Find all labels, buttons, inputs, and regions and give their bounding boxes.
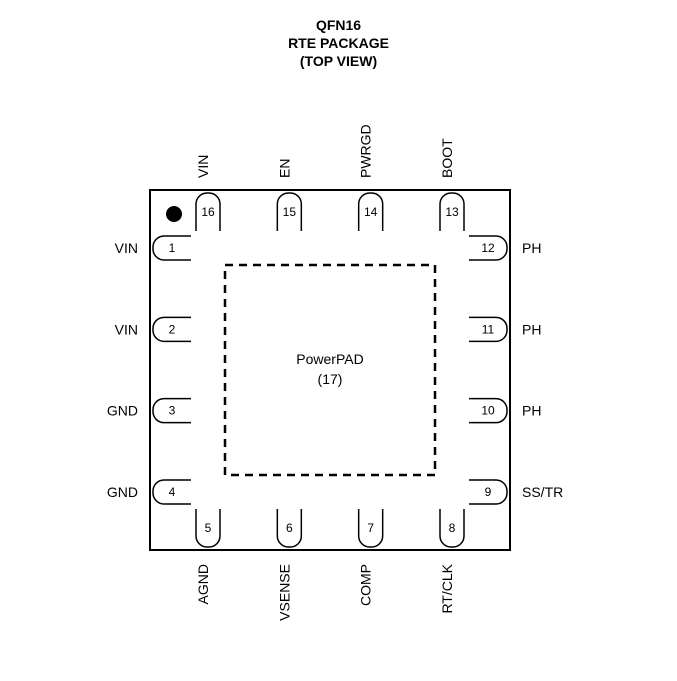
pin-1-label: VIN [115,240,138,256]
pin-8-label: RT/CLK [439,563,455,613]
title-line-2: RTE PACKAGE [288,35,389,51]
pin-11-num: 11 [482,322,495,336]
pin-9-label: SS/TR [522,484,563,500]
pin-3-label: GND [107,403,138,419]
pin-10-label: PH [522,403,541,419]
pin-16-num: 16 [201,205,215,219]
pin-2-label: VIN [115,321,138,337]
pin-14-label: PWRGD [358,124,374,178]
pin-7-label: COMP [358,564,374,606]
pin-3-num: 3 [169,404,176,418]
pin-4-label: GND [107,484,138,500]
pin-7-num: 7 [367,521,374,535]
pin-12-label: PH [522,240,541,256]
pin-13-label: BOOT [439,138,455,178]
powerpad-num: (17) [318,371,343,387]
pin-1-num: 1 [169,241,176,255]
pin-6-num: 6 [286,521,293,535]
pin-11-label: PH [522,321,541,337]
title-line-3: (TOP VIEW) [300,53,377,69]
pin-6-label: VSENSE [276,564,292,621]
pin-9-num: 9 [485,485,492,499]
pin-15-label: EN [276,159,292,178]
pin-15-num: 15 [283,205,297,219]
powerpad-outline [225,265,435,475]
pin-16-label: VIN [195,155,211,178]
pin-14-num: 14 [364,205,378,219]
pin-4-num: 4 [169,485,176,499]
package-outline [150,190,510,550]
pin-5-label: AGND [195,564,211,604]
pin-2-num: 2 [169,322,176,336]
pin-10-num: 10 [481,404,495,418]
pin1-marker [166,206,182,222]
pin-13-num: 13 [445,205,459,219]
pin-5-num: 5 [205,521,212,535]
pin-8-num: 8 [449,521,456,535]
pin-12-num: 12 [481,241,495,255]
powerpad-label: PowerPAD [296,351,363,367]
title-line-1: QFN16 [316,17,361,33]
